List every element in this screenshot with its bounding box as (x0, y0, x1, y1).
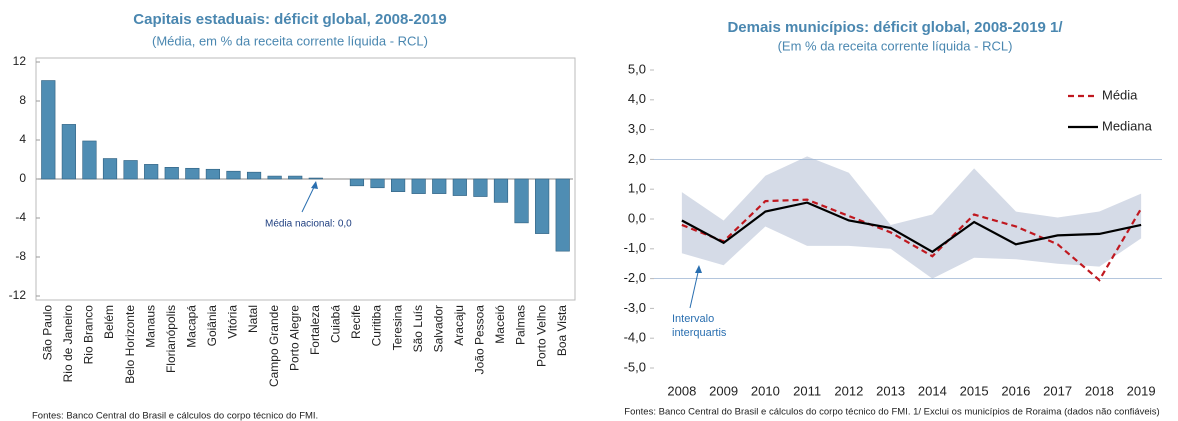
y-tick-label: 3,0 (628, 121, 646, 136)
y-tick-label: -8 (15, 249, 26, 263)
x-tick-label: Goiânia (205, 305, 219, 347)
y-tick-label: 0 (19, 171, 26, 185)
x-tick-label: Curitiba (370, 305, 384, 347)
x-tick-label: 2016 (1001, 383, 1030, 398)
y-tick-label: 0,0 (628, 210, 646, 225)
interquartile-band (681, 156, 1142, 279)
x-tick-label: João Pessoa (473, 305, 487, 375)
x-tick-label: Manaus (143, 305, 157, 348)
bar (144, 164, 159, 180)
x-tick-label: 2010 (751, 383, 780, 398)
x-tick-label: 2018 (1085, 383, 1114, 398)
x-tick-label: 2014 (918, 383, 947, 398)
x-tick-label: Campo Grande (267, 305, 281, 387)
x-tick-label: Palmas (514, 305, 528, 345)
x-tick-label: 2017 (1043, 383, 1072, 398)
bar (432, 178, 447, 194)
bar (493, 178, 509, 203)
bar (391, 178, 406, 192)
bar (205, 168, 220, 180)
y-tick-label: 2,0 (628, 151, 646, 166)
x-tick-label: Rio Branco (82, 305, 96, 365)
x-tick-label: Florianópolis (164, 305, 178, 373)
x-tick-label: 2012 (834, 383, 863, 398)
y-tick-label: 5,0 (628, 61, 646, 76)
x-tick-label: 2008 (667, 383, 696, 398)
bar (267, 175, 282, 180)
x-tick-label: 2019 (1127, 383, 1156, 398)
chart-title: Capitais estaduais: déficit global, 2008… (133, 11, 446, 28)
bar (61, 124, 76, 180)
bar (535, 178, 550, 234)
x-tick-label: 2015 (960, 383, 989, 398)
x-tick-label: Porto Velho (534, 305, 548, 367)
x-tick-label: São Luís (411, 305, 425, 352)
legend-label: Média (1102, 87, 1138, 102)
bar (308, 177, 323, 180)
x-tick-label: Salvador (431, 305, 445, 352)
bar (123, 160, 138, 180)
y-tick-label: -4,0 (624, 330, 646, 345)
y-tick-label: 8 (19, 93, 26, 107)
x-tick-label: São Paulo (40, 305, 54, 361)
x-tick-label: Belém (102, 305, 116, 339)
x-tick-label: Boa Vista (555, 305, 569, 356)
y-tick-label: 4,0 (628, 91, 646, 106)
bar (370, 178, 385, 189)
x-tick-label: Macapá (184, 305, 198, 348)
bar (349, 178, 365, 187)
y-tick-label: -3,0 (624, 300, 646, 315)
bar (411, 178, 426, 194)
bar (102, 158, 118, 180)
x-tick-label: 2011 (793, 383, 821, 398)
annotation-arrowhead (311, 181, 318, 189)
x-tick-label: Aracaju (452, 305, 466, 346)
chart-title: Demais municípios: déficit global, 2008-… (727, 19, 1063, 36)
x-tick-label: Rio de Janeiro (61, 305, 75, 383)
annotation: Média nacional: 0,0 (265, 219, 352, 230)
bar (246, 171, 262, 180)
x-tick-label: Recife (349, 305, 363, 339)
y-tick-label: -4 (15, 210, 26, 224)
bar (555, 178, 570, 252)
source: Fontes: Banco Central do Brasil e cálcul… (32, 411, 318, 421)
x-tick-label: Cuiabá (329, 305, 343, 343)
annotation-arrowhead (695, 265, 702, 273)
bar (185, 167, 200, 180)
x-tick-label: 2013 (876, 383, 905, 398)
annotation-arrow (689, 267, 700, 309)
x-tick-label: Fortaleza (308, 305, 322, 355)
x-tick-label: Maceió (493, 305, 507, 344)
y-tick-label: 4 (19, 132, 26, 146)
y-tick-label: -5,0 (624, 359, 646, 374)
x-tick-label: 2009 (709, 383, 738, 398)
chart-subtitle: (Média, em % da receita corrente líquida… (152, 33, 428, 48)
y-tick-label: -12 (9, 288, 27, 302)
bar (452, 178, 467, 196)
y-tick-label: -2,0 (624, 270, 646, 285)
series-line (681, 201, 1142, 254)
bar (41, 80, 56, 180)
bar (473, 178, 488, 197)
bar (514, 178, 529, 224)
series-line (681, 198, 1143, 282)
band-annotation: Intervalo interquartis (672, 313, 727, 339)
chart-subtitle: (Em % da receita corrente líquida - RCL) (778, 38, 1013, 53)
y-tick-label: 1,0 (628, 181, 646, 196)
legend-label: Mediana (1102, 118, 1153, 133)
x-tick-label: Teresina (390, 305, 404, 351)
x-tick-label: Belo Horizonte (123, 305, 137, 384)
bar (82, 140, 97, 180)
bar (164, 167, 179, 180)
x-tick-label: Vitória (226, 305, 240, 339)
y-tick-label: -1,0 (624, 240, 646, 255)
x-tick-label: Porto Alegre (287, 305, 301, 371)
source: Fontes: Banco Central do Brasil e cálcul… (624, 407, 1159, 418)
bar (226, 170, 241, 180)
x-tick-label: Natal (246, 305, 260, 333)
y-tick-label: 12 (13, 54, 27, 68)
bar (288, 175, 303, 180)
